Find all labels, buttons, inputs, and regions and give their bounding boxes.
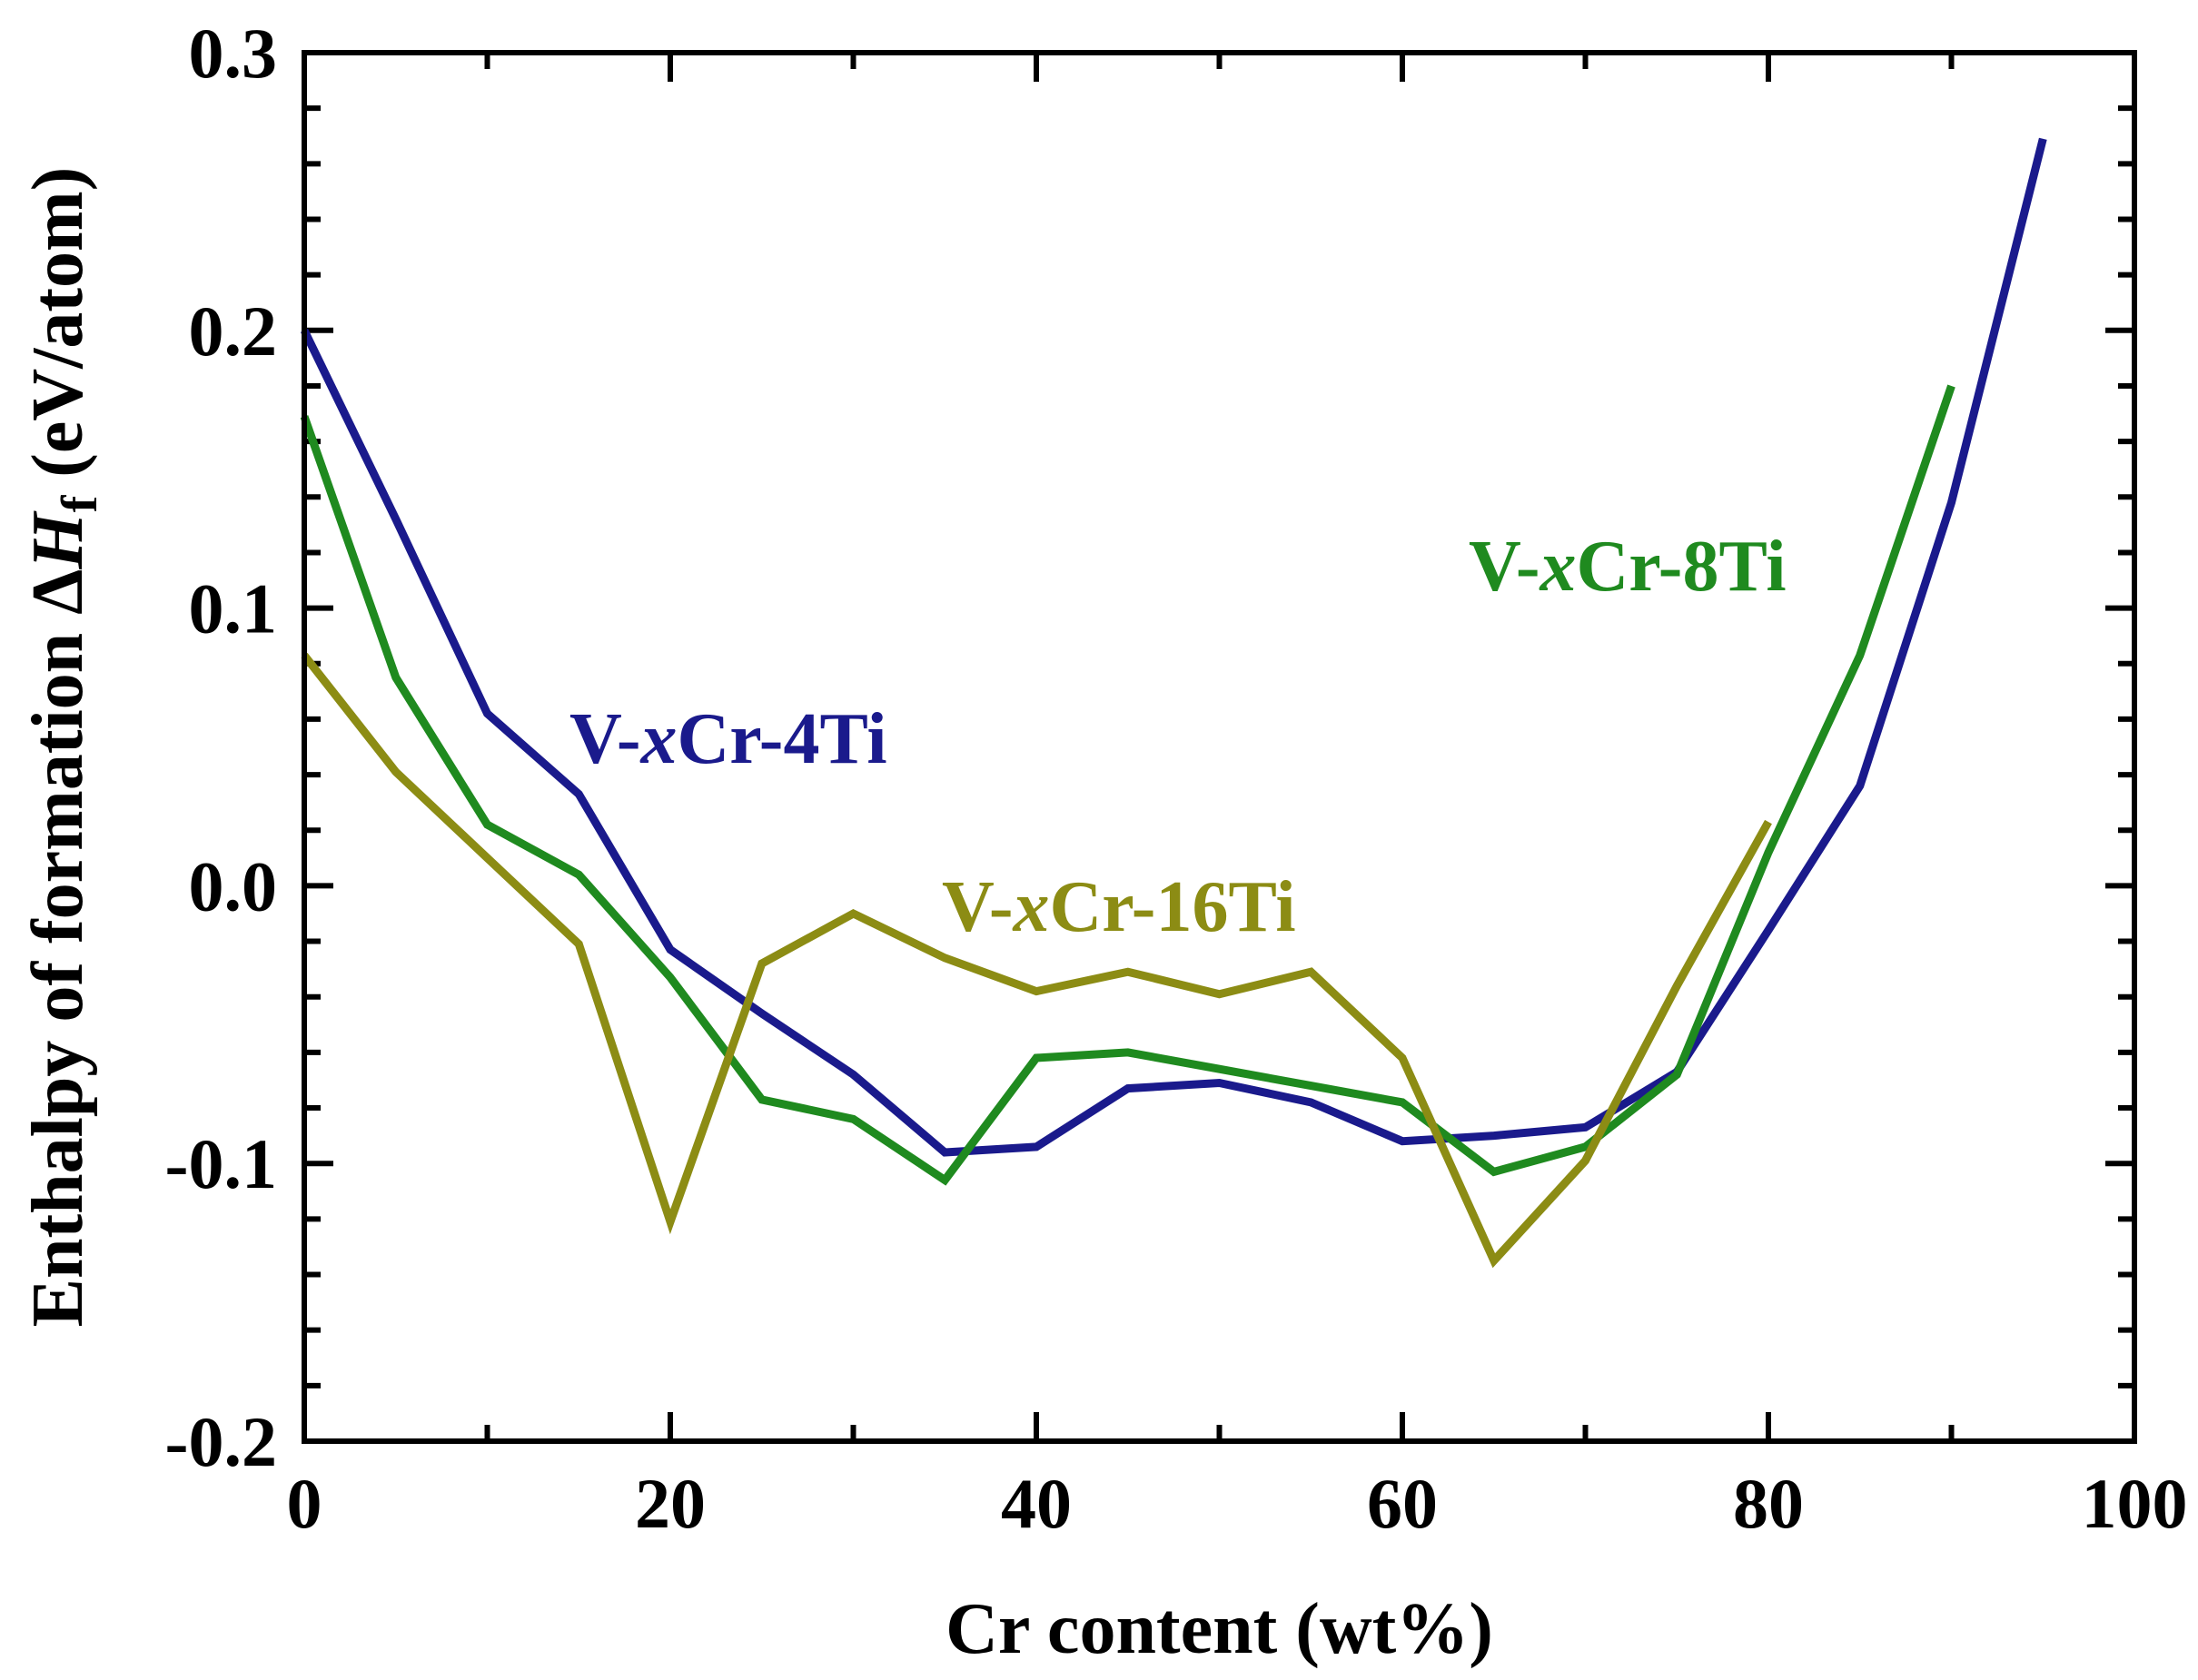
y-tick-label: 0.2 xyxy=(189,292,278,371)
y-tick-label: 0.1 xyxy=(189,569,278,648)
series-label-4ti: V-xCr-4Ti xyxy=(569,699,887,779)
x-tick-label: 100 xyxy=(2082,1464,2188,1543)
y-axis-title: Enthalpy of formation ΔHf (eV/atom) xyxy=(18,167,108,1328)
x-tick-label: 20 xyxy=(635,1464,706,1543)
labels-layer: 0 20 40 60 80 100 -0.2 -0.1 0.0 0.1 0.2 0.3 xyxy=(165,14,2188,1543)
y-axis-title-symbol: H xyxy=(18,510,98,570)
series-line-4ti xyxy=(300,137,2047,1157)
y-axis-title-prefix: Enthalpy of formation Δ xyxy=(18,569,98,1328)
x-tick-label: 60 xyxy=(1367,1464,1438,1543)
series-label-8ti: V-xCr-8Ti xyxy=(1469,527,1787,607)
x-tick-label: 0 xyxy=(287,1464,322,1543)
y-tick-label: -0.2 xyxy=(165,1402,277,1481)
y-axis-title-suffix: (eV/atom) xyxy=(18,167,98,496)
series-layer xyxy=(300,137,2047,1269)
series-label-16ti: V-xCr-16Ti xyxy=(942,867,1296,947)
y-axis-title-subscript: f xyxy=(52,494,108,512)
x-tick-label: 40 xyxy=(1001,1464,1072,1543)
y-tick-label: 0.0 xyxy=(189,846,278,925)
series-line-16ti xyxy=(301,652,1772,1269)
plot-frame xyxy=(302,50,2137,1444)
x-tick-label: 80 xyxy=(1733,1464,1804,1543)
x-axis-title: Cr content (wt%) xyxy=(946,1589,1493,1669)
y-tick-label: -0.1 xyxy=(165,1124,277,1203)
y-tick-label: 0.3 xyxy=(189,14,278,93)
series-line-8ti xyxy=(300,384,1955,1186)
